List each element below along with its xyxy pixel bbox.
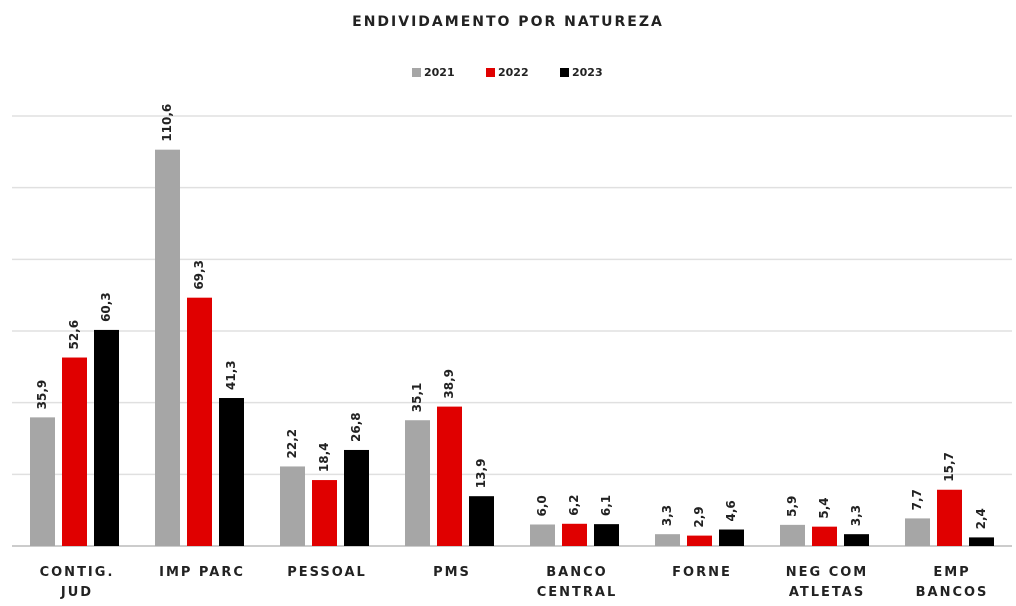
data-label: 2,4 [974, 508, 988, 529]
data-label: 7,7 [910, 489, 924, 510]
data-label: 26,8 [349, 412, 363, 442]
bar [469, 496, 494, 546]
x-tick-label: PESSOAL [287, 565, 367, 580]
bar [312, 480, 337, 546]
bar [530, 524, 555, 546]
data-label: 15,7 [942, 452, 956, 482]
bar [719, 529, 744, 546]
data-label: 6,2 [567, 495, 581, 516]
data-label: 52,6 [67, 320, 81, 350]
bar [905, 518, 930, 546]
bar [937, 489, 962, 546]
bar [687, 535, 712, 546]
legend-label: 2021 [424, 66, 455, 79]
legend-swatch [486, 68, 495, 77]
bar [94, 329, 119, 546]
bar [344, 449, 369, 546]
bar [780, 524, 805, 546]
x-tick-label: CONTIG. JUD [39, 565, 115, 600]
data-label: 5,9 [785, 496, 799, 517]
data-label: 4,6 [724, 500, 738, 521]
bar [969, 537, 994, 546]
x-tick-label: BANCO CENTRAL [536, 565, 618, 600]
legend-label: 2022 [498, 66, 529, 79]
data-label: 13,9 [474, 459, 488, 489]
x-tick-label: FORNE [672, 565, 732, 580]
x-tick-label: NEG COM ATLETAS [785, 565, 869, 600]
data-label: 22,2 [285, 429, 299, 459]
bar [594, 524, 619, 546]
bar [280, 466, 305, 546]
data-label: 35,1 [410, 383, 424, 413]
data-label: 3,3 [660, 505, 674, 526]
data-label: 2,9 [692, 506, 706, 527]
data-label: 3,3 [849, 505, 863, 526]
data-label: 38,9 [442, 369, 456, 399]
x-tick-label: PMS [433, 565, 471, 580]
data-label: 110,6 [160, 104, 174, 142]
data-label: 69,3 [192, 260, 206, 290]
bar [219, 398, 244, 546]
bar [187, 297, 212, 546]
x-tick-label: IMP PARC [159, 565, 245, 580]
legend-swatch [560, 68, 569, 77]
bar [844, 534, 869, 546]
x-tick-label: EMP BANCOS [915, 565, 989, 600]
bar [655, 534, 680, 546]
data-label: 60,3 [99, 292, 113, 322]
bar [155, 149, 180, 546]
legend-swatch [412, 68, 421, 77]
bar [562, 523, 587, 546]
bar [812, 526, 837, 546]
data-label: 35,9 [35, 380, 49, 410]
chart-title: ENDIVIDAMENTO POR NATUREZA [352, 14, 664, 30]
legend-label: 2023 [572, 66, 603, 79]
bar [30, 417, 55, 546]
bar [405, 420, 430, 546]
bar [62, 357, 87, 546]
data-label: 6,0 [535, 495, 549, 516]
data-label: 18,4 [317, 442, 331, 472]
data-label: 6,1 [599, 495, 613, 516]
data-label: 41,3 [224, 360, 238, 390]
data-label: 5,4 [817, 497, 831, 518]
bar [437, 406, 462, 546]
